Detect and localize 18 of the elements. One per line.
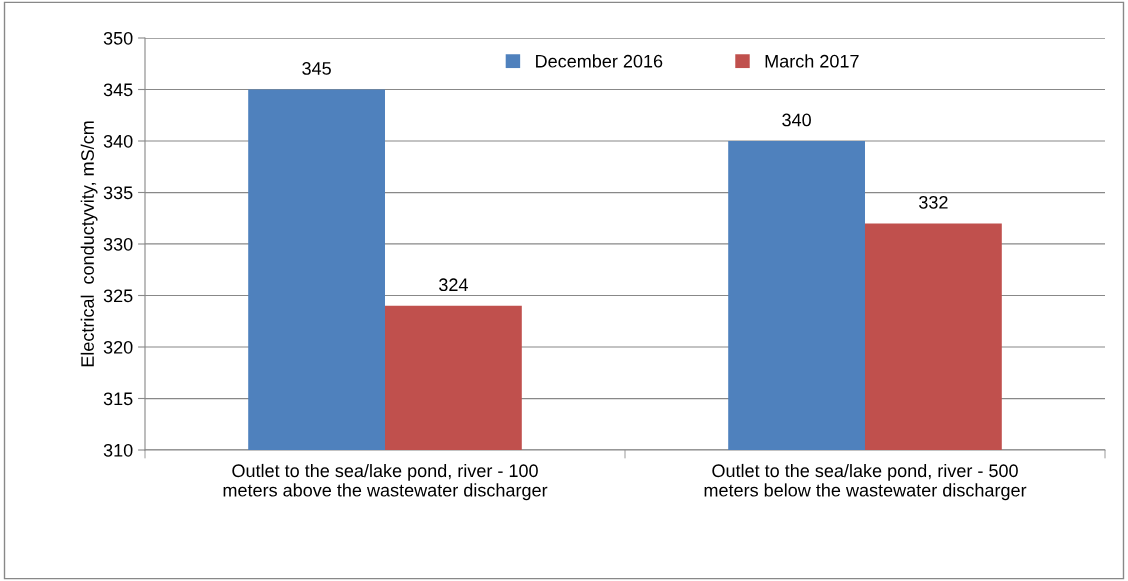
y-tick-label: 340 <box>103 134 133 148</box>
y-tick-label: 345 <box>103 83 133 97</box>
y-tick-label: 315 <box>103 392 133 406</box>
y-tick-label: 325 <box>103 289 133 303</box>
y-tick-label: 320 <box>103 340 133 354</box>
legend-label: December 2016 <box>536 54 663 68</box>
y-tick-label: 350 <box>103 31 133 45</box>
x-tick-label: Outlet to the sea/lake pond, river - 500 meters below the wastewater discharger <box>704 463 1027 501</box>
y-tick-label: 310 <box>103 443 133 457</box>
y-tick-label: 335 <box>103 186 133 200</box>
y-axis-title: Electrical conductyvity, mS/cm <box>80 121 98 367</box>
x-tick-label: Outlet to the sea/lake pond, river - 100 meters above the wastewater discharger <box>223 463 548 501</box>
legend-label: March 2017 <box>765 54 859 68</box>
data-label: 345 <box>302 62 331 75</box>
y-tick-label: 330 <box>103 237 133 251</box>
data-label: 324 <box>439 278 468 292</box>
data-label: 340 <box>782 113 811 127</box>
data-label: 332 <box>919 195 948 209</box>
